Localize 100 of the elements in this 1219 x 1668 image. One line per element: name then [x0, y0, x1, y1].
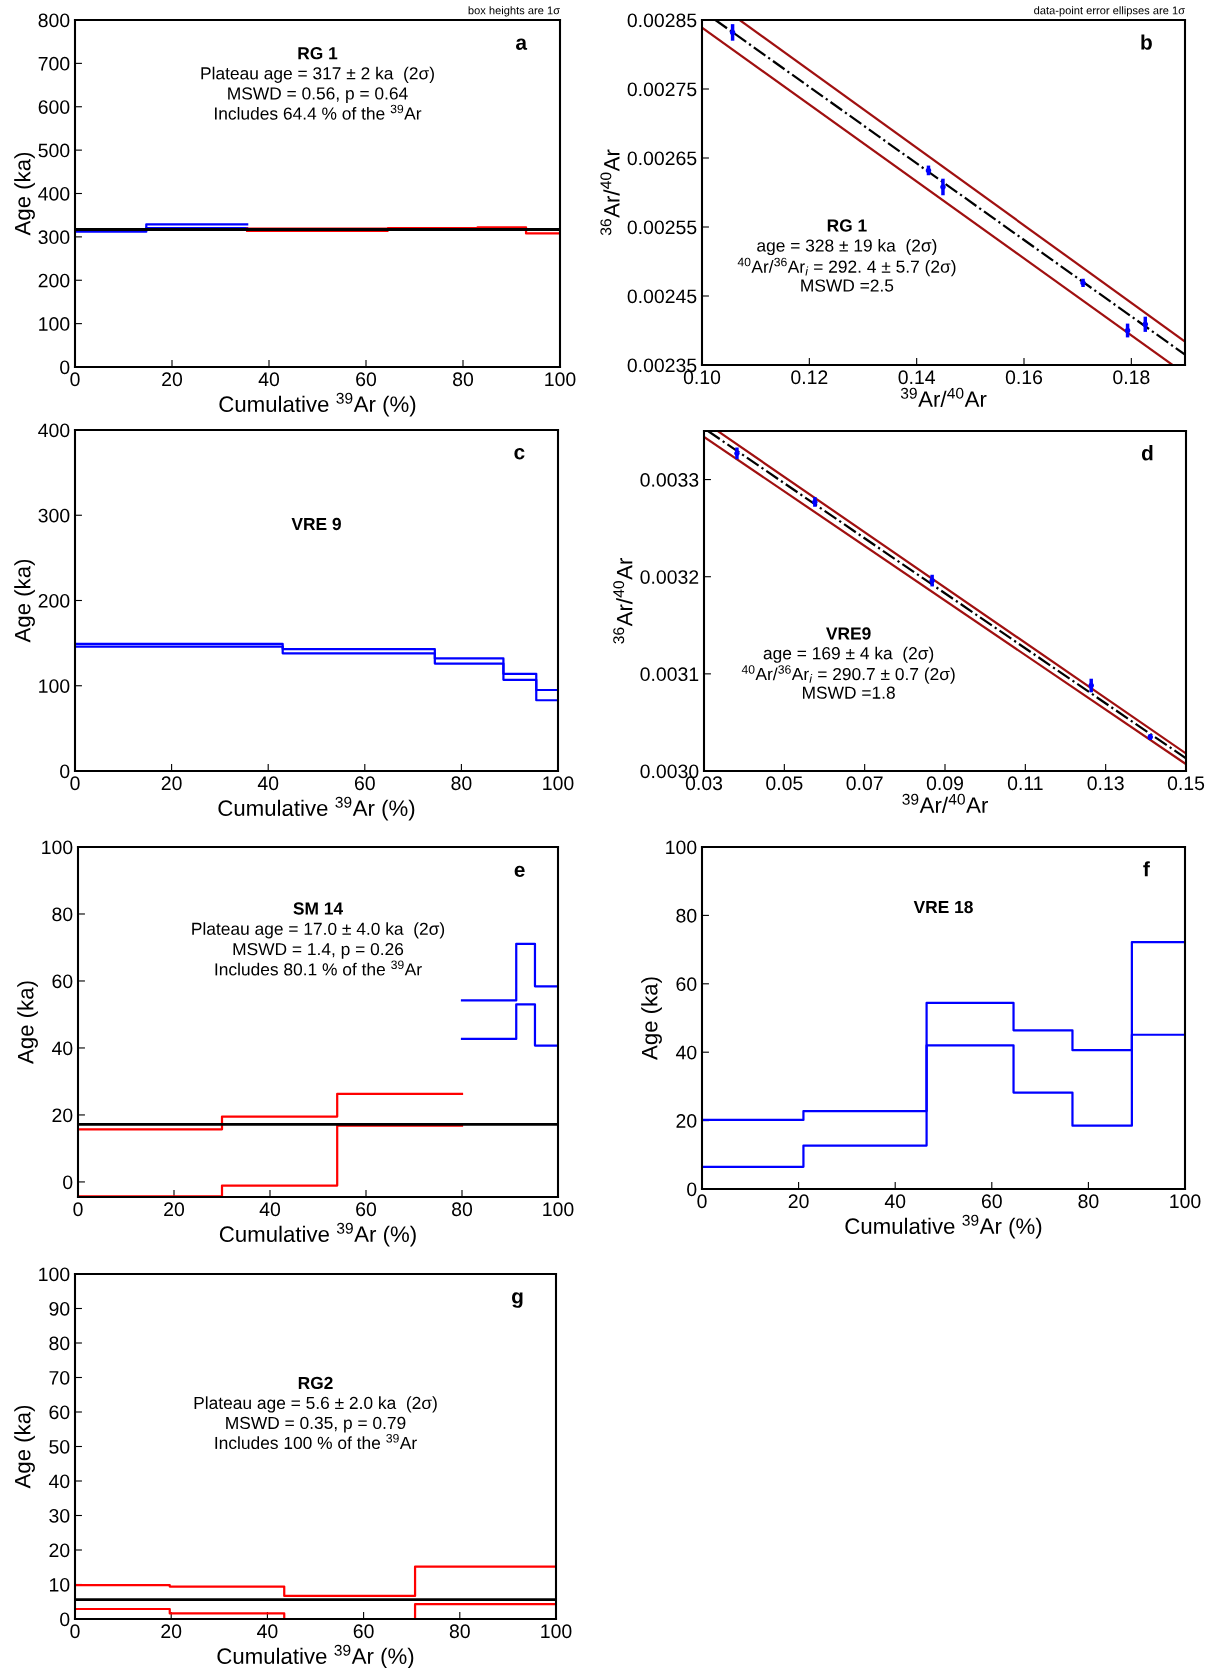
y-tick-label: 20 — [52, 1108, 73, 1123]
y-tick-label: 0.00255 — [627, 220, 697, 235]
x-tick-label: 20 — [164, 1202, 185, 1217]
x-tick-label: 0.18 — [1113, 370, 1150, 385]
annotation: MSWD =1.8 — [802, 686, 895, 699]
y-tick-label: 0 — [687, 1182, 697, 1197]
y-tick-label: 300 — [38, 508, 70, 523]
annotation: Plateau age = 317 ± 2 ka (2σ) — [201, 66, 434, 83]
x-tick-label: 60 — [356, 372, 377, 387]
y-tick-label: 300 — [38, 230, 70, 245]
y-tick-label: 80 — [52, 907, 73, 922]
y-tick-label: 400 — [38, 423, 70, 438]
x-tick-label: 20 — [788, 1194, 809, 1209]
y-tick-label: 80 — [676, 908, 697, 923]
x-tick-label: 40 — [884, 1194, 906, 1209]
x-tick-label: 100 — [541, 1624, 572, 1639]
x-tick-label: 40 — [257, 776, 279, 791]
y-tick-label: 0 — [63, 1175, 73, 1190]
annotation: $^{40}$Ar/$^{36}$Ar$_{i}$ = 290.7 ± 0.7 (2σ) — [741, 665, 955, 684]
annotation: d — [1141, 445, 1153, 461]
y-tick-label: 50 — [49, 1439, 70, 1454]
y-tick-label: 0.00245 — [627, 289, 697, 304]
annotation: Includes 64.4 % of the $^{39}$Ar — [215, 104, 422, 120]
x-tick-label: 20 — [162, 372, 183, 387]
annotation: Includes 80.1 % of the $^{39}$Ar — [215, 960, 422, 976]
annotation: MSWD =2.5 — [801, 279, 894, 292]
x-tick-label: 60 — [353, 1624, 374, 1639]
y-tick-label: 0 — [60, 1612, 70, 1627]
annotation: a — [516, 38, 528, 50]
y-tick-label: 0.00275 — [627, 82, 697, 97]
annotation: RG 1 — [827, 219, 867, 232]
y-tick-label: 500 — [38, 143, 70, 158]
y-axis-title: Age (ka) — [641, 977, 662, 1060]
y-tick-label: 20 — [49, 1543, 70, 1558]
annotation: Includes 100 % of the $^{39}$Ar — [215, 1433, 417, 1450]
annotation: RG 1 — [298, 47, 338, 60]
x-tick-label: 60 — [354, 776, 375, 791]
annotation: VRE 18 — [913, 900, 973, 914]
x-tick-label: 20 — [161, 1624, 182, 1639]
y-tick-label: 100 — [39, 679, 70, 693]
x-tick-label: 0.13 — [1087, 776, 1124, 791]
y-tick-label: 200 — [38, 593, 70, 608]
x-tick-label: 80 — [1078, 1194, 1099, 1209]
x-tick-label: 0 — [73, 1202, 83, 1217]
y-tick-label: 600 — [38, 100, 70, 114]
x-tick-label: 80 — [451, 776, 472, 791]
x-tick-label: 40 — [259, 1202, 281, 1217]
y-tick-label: 0.00265 — [627, 151, 697, 166]
y-tick-label: 200 — [38, 273, 70, 288]
y-axis-title: Age (ka) — [14, 559, 35, 643]
y-tick-label: 0.0031 — [640, 667, 699, 682]
x-tick-label: 0.05 — [766, 776, 803, 791]
x-tick-label: 100 — [1170, 1194, 1201, 1209]
y-tick-label: 0.0032 — [640, 570, 699, 584]
x-tick-label: 100 — [543, 1202, 574, 1217]
y-tick-label: 700 — [38, 56, 70, 71]
annotation: VRE 9 — [291, 517, 341, 531]
y-tick-label: 100 — [39, 317, 70, 331]
x-axis-title: Cumulative $^{39}$Ar (%) — [219, 1222, 416, 1247]
annotation: b — [1141, 34, 1152, 50]
x-tick-label: 0.16 — [1005, 370, 1043, 385]
y-tick-label: 40 — [51, 1041, 73, 1056]
x-tick-label: 0.14 — [898, 370, 936, 385]
y-tick-label: 40 — [48, 1474, 70, 1489]
y-tick-label: 800 — [38, 13, 70, 28]
y-tick-label: 0 — [60, 764, 70, 779]
y-axis-title: $^{36}$Ar/$^{40}$Ar — [600, 149, 620, 236]
annotation: Plateau age = 5.6 ± 2.0 ka (2σ) — [194, 1396, 437, 1413]
x-axis-title: Cumulative $^{39}$Ar (%) — [219, 392, 416, 417]
annotation: MSWD = 0.56, p = 0.64 — [228, 87, 408, 104]
y-tick-label: 30 — [49, 1508, 70, 1523]
y-tick-label: 0.00285 — [627, 13, 697, 28]
annotation: e — [514, 865, 525, 878]
x-tick-label: 80 — [452, 1202, 473, 1217]
annotation: g — [512, 1292, 523, 1308]
x-tick-label: 100 — [545, 372, 576, 387]
x-tick-label: 60 — [356, 1202, 377, 1217]
annotation: MSWD = 1.4, p = 0.26 — [233, 942, 404, 959]
x-axis-title: Cumulative $^{39}$Ar (%) — [218, 796, 415, 821]
x-tick-label: 0.09 — [926, 776, 963, 791]
x-axis-title: $^{39}$Ar/$^{40}$Ar — [900, 387, 987, 408]
x-tick-label: 80 — [449, 1624, 470, 1639]
y-axis-title: Age (ka) — [14, 1405, 35, 1489]
x-tick-label: 0.15 — [1167, 776, 1205, 791]
y-tick-label: 60 — [676, 977, 697, 992]
y-tick-label: 90 — [49, 1301, 70, 1316]
x-axis-title: Cumulative $^{39}$Ar (%) — [845, 1214, 1042, 1239]
annotation: SM 14 — [293, 902, 343, 915]
annotation: MSWD = 0.35, p = 0.79 — [226, 1416, 406, 1433]
y-tick-label: 0 — [60, 360, 70, 375]
y-tick-label: 0.0033 — [640, 473, 699, 487]
x-tick-label: 100 — [543, 776, 574, 791]
x-tick-label: 80 — [453, 372, 474, 387]
annotation: f — [1143, 861, 1150, 877]
y-tick-label: 40 — [675, 1045, 697, 1060]
y-tick-label: 60 — [49, 1405, 70, 1420]
chart-subtitle: box heights are 1σ — [468, 6, 560, 17]
x-tick-label: 0.11 — [1007, 776, 1043, 791]
y-axis-title: Age (ka) — [14, 152, 35, 236]
y-axis-title: Age (ka) — [17, 981, 38, 1064]
